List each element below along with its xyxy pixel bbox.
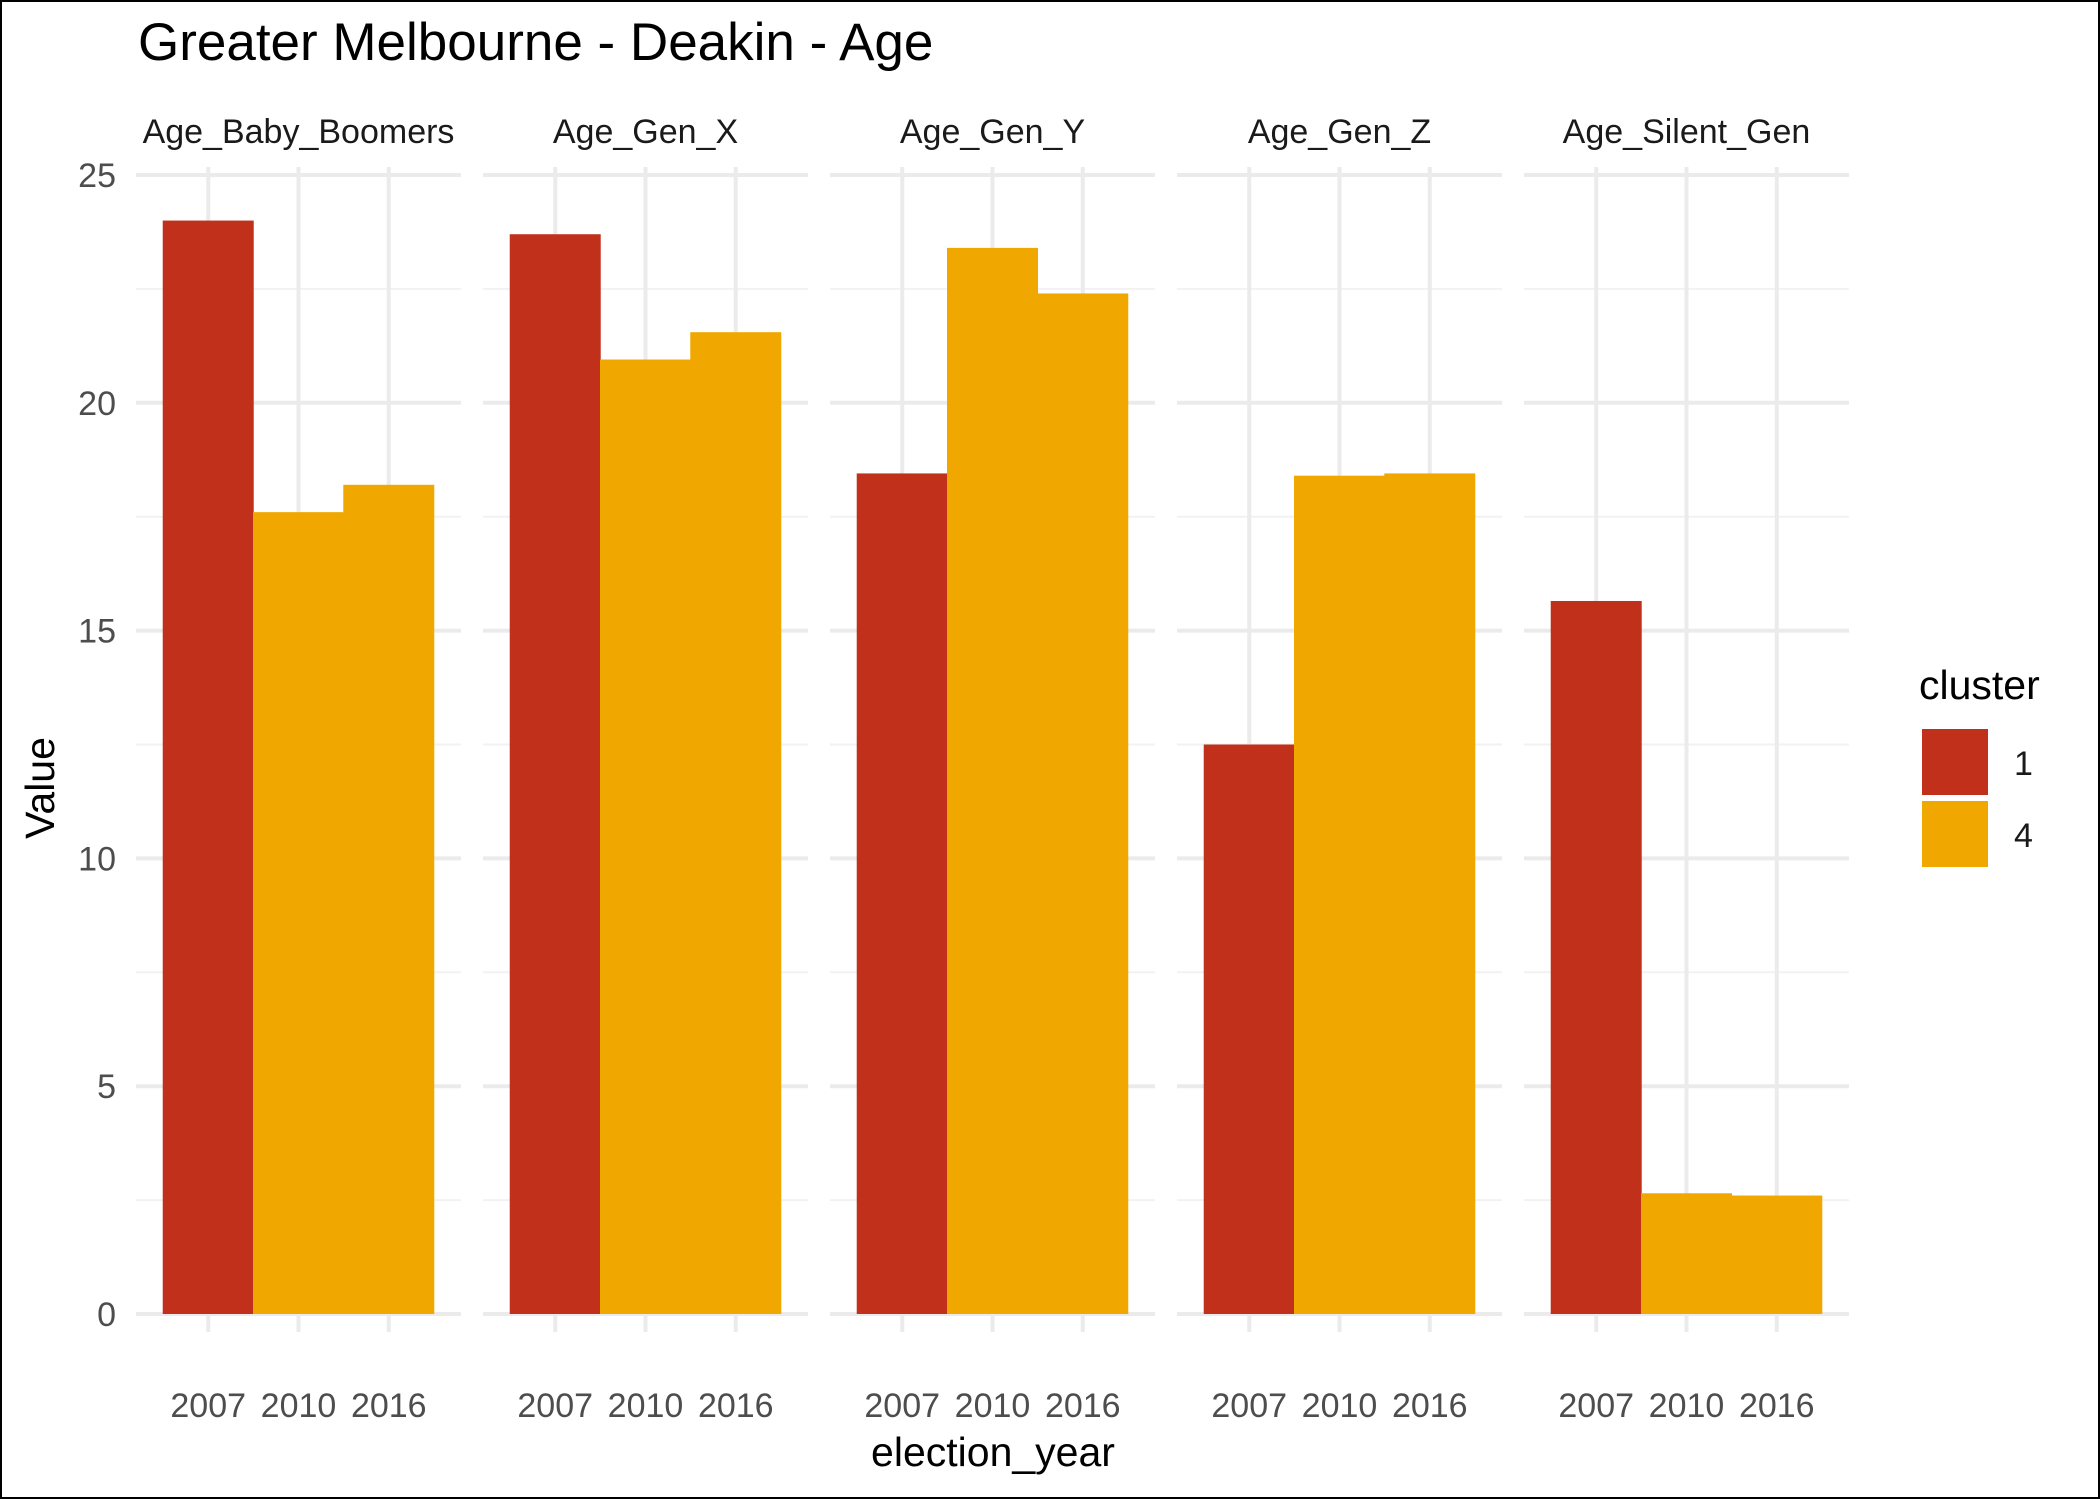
x-tick-label: 2010 — [1649, 1387, 1725, 1425]
x-tick-label: 2016 — [1739, 1387, 1815, 1425]
facet-panel: Age_Gen_Z 2007 2010 2016 — [1177, 113, 1502, 1425]
x-tick-label: 2016 — [351, 1387, 427, 1425]
x-tick-label: 2016 — [1392, 1387, 1468, 1425]
facet-strip-label: Age_Silent_Gen — [1563, 113, 1811, 151]
legend: cluster 1 4 — [1919, 662, 2040, 867]
x-axis-title: election_year — [871, 1429, 1115, 1475]
x-tick-label: 2007 — [1558, 1387, 1634, 1425]
facet-panels: Age_Baby_Boomers 2007 2010 2016 Age_Gen_X 200… — [136, 113, 1849, 1425]
y-axis-title: Value — [17, 737, 63, 839]
bar — [509, 234, 601, 1314]
x-tick-label: 2007 — [864, 1387, 940, 1425]
x-tick-label: 2007 — [1211, 1387, 1287, 1425]
bar — [947, 247, 1038, 1314]
bar — [1550, 600, 1642, 1314]
x-tick-label: 2010 — [261, 1387, 337, 1425]
bar — [1641, 1193, 1732, 1314]
x-tick-label: 2010 — [1302, 1387, 1378, 1425]
y-tick-label: 20 — [78, 385, 116, 423]
bar — [856, 473, 948, 1315]
x-tick-label: 2010 — [955, 1387, 1031, 1425]
chart-title: Greater Melbourne - Deakin - Age — [138, 13, 933, 72]
facet-strip-label: Age_Baby_Boomers — [143, 113, 455, 151]
bar — [343, 484, 435, 1315]
legend-key — [1922, 729, 1988, 795]
bar — [162, 220, 254, 1314]
bar — [1294, 475, 1385, 1314]
bar — [1384, 473, 1476, 1315]
legend-title: cluster — [1919, 662, 2040, 708]
legend-key — [1922, 801, 1988, 867]
y-tick-label: 5 — [97, 1068, 116, 1106]
x-tick-label: 2007 — [170, 1387, 246, 1425]
x-tick-label: 2016 — [1045, 1387, 1121, 1425]
y-tick-label: 15 — [78, 613, 116, 651]
bar — [600, 359, 691, 1314]
bar — [1203, 744, 1295, 1314]
legend-label: 1 — [2014, 745, 2033, 783]
y-tick-label: 10 — [78, 840, 116, 878]
facet-panel: Age_Silent_Gen 2007 2010 2016 — [1524, 113, 1849, 1425]
facet-strip-label: Age_Gen_Y — [900, 113, 1085, 151]
bar — [1731, 1195, 1823, 1314]
bar — [253, 512, 344, 1314]
x-tick-label: 2010 — [608, 1387, 684, 1425]
facet-strip-label: Age_Gen_X — [553, 113, 738, 151]
y-axis: 0 5 10 15 20 25 — [78, 157, 116, 1334]
x-tick-label: 2016 — [698, 1387, 774, 1425]
facet-panel: Age_Gen_Y 2007 2010 2016 — [830, 113, 1155, 1425]
bar — [690, 332, 782, 1314]
facet-strip-label: Age_Gen_Z — [1248, 113, 1431, 151]
x-tick-label: 2007 — [517, 1387, 593, 1425]
y-tick-label: 0 — [97, 1296, 116, 1334]
y-tick-label: 25 — [78, 157, 116, 195]
legend-label: 4 — [2014, 817, 2033, 855]
facet-panel: Age_Gen_X 2007 2010 2016 — [483, 113, 808, 1425]
facet-panel: Age_Baby_Boomers 2007 2010 2016 — [136, 113, 461, 1425]
bar — [1037, 293, 1129, 1314]
